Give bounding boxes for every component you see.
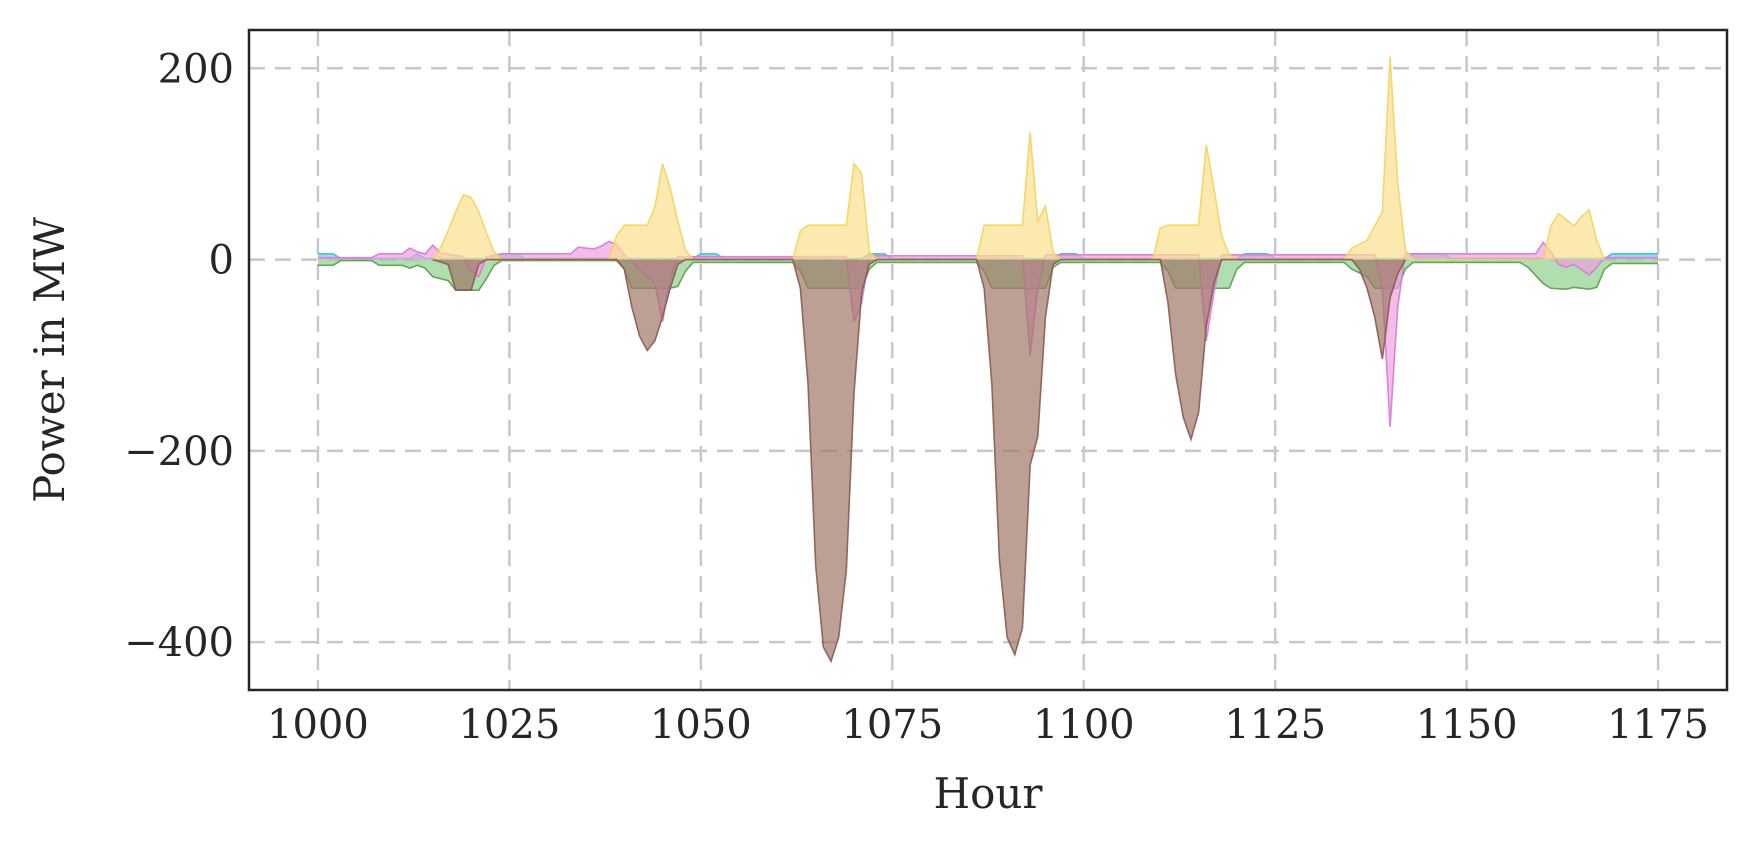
y-axis-label: Power in MW xyxy=(25,216,74,503)
x-tick-label: 1150 xyxy=(1416,702,1518,748)
x-axis-ticks: 1000 1025 1050 1075 1100 1125 1150 1175 xyxy=(267,702,1709,748)
y-tick-label: −400 xyxy=(124,620,234,666)
x-tick-label: 1100 xyxy=(1033,702,1135,748)
y-axis-ticks: 200 0 −200 −400 xyxy=(124,46,234,666)
y-tick-label: 0 xyxy=(209,238,234,284)
series-4-area xyxy=(432,56,1605,260)
series-3-area xyxy=(317,241,1659,427)
series-4-line xyxy=(432,56,1606,261)
x-tick-label: 1075 xyxy=(841,702,943,748)
y-tick-label: 200 xyxy=(158,46,234,92)
x-tick-label: 1025 xyxy=(458,702,560,748)
x-tick-label: 1000 xyxy=(267,702,369,748)
series-5-line xyxy=(432,258,1407,664)
series-5-area xyxy=(432,259,1406,662)
grid xyxy=(249,30,1727,690)
y-tick-label: −200 xyxy=(124,429,234,475)
series-areas xyxy=(317,56,1659,664)
x-tick-label: 1175 xyxy=(1607,702,1709,748)
plot-frame xyxy=(247,28,1729,692)
x-tick-label: 1125 xyxy=(1224,702,1326,748)
x-tick-label: 1050 xyxy=(650,702,752,748)
x-axis-label: Hour xyxy=(933,769,1043,818)
